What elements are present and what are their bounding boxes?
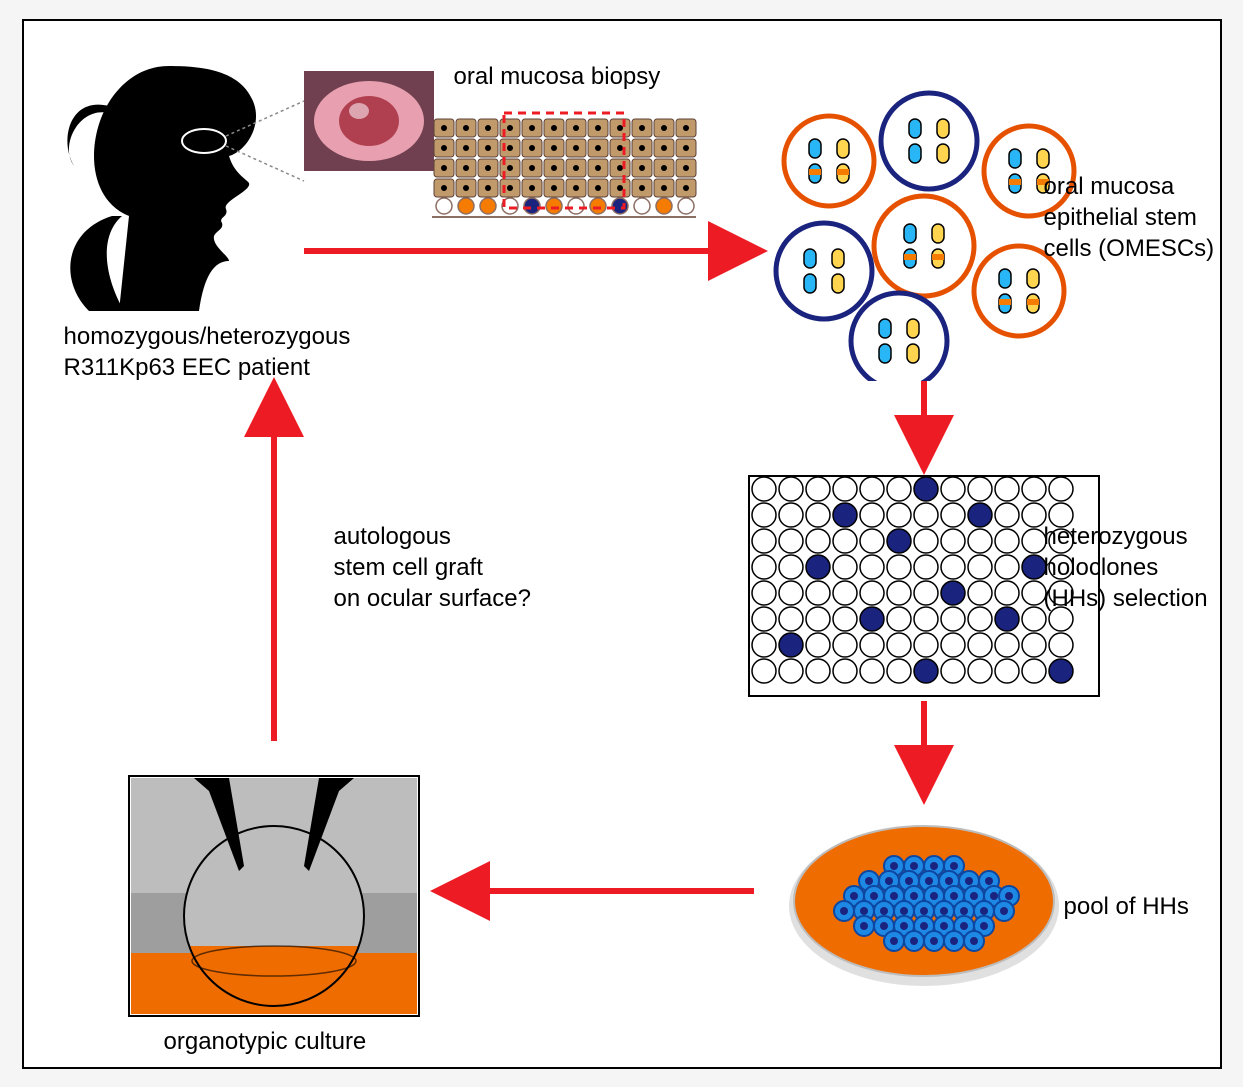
graft-label-l1: autologous [334,523,451,550]
omesc-label: oral mucosa epithelial stem cells (OMESC… [1044,171,1215,265]
biopsy-icon [424,101,704,231]
omesc-label-l2: epithelial stem [1044,204,1197,231]
patient-label-l1: homozygous/heterozygous [64,323,351,350]
hh-label-l3: (HHs) selection [1044,585,1208,612]
patient-silhouette [54,51,314,331]
pool-label: pool of HHs [1064,891,1189,922]
omesc-label-l3: cells (OMESCs) [1044,235,1215,262]
hh-label-l1: heterozygous [1044,523,1188,550]
biopsy-label: oral mucosa biopsy [454,61,661,92]
hh-label-l2: holoclones [1044,554,1159,581]
graft-label-l2: stem cell graft [334,554,483,581]
organotypic-label: organotypic culture [164,1026,367,1057]
patient-label: homozygous/heterozygous R311Kp63 EEC pat… [64,321,351,383]
patient-label-l2: R311Kp63 EEC patient [64,354,310,381]
pool-dish-icon [784,811,1064,991]
biopsy-label-text: oral mucosa biopsy [454,63,661,90]
omesc-label-l1: oral mucosa [1044,173,1175,200]
pool-label-text: pool of HHs [1064,893,1189,920]
omesc-cluster-icon [764,81,1084,381]
eye-photo-icon [304,71,434,171]
organotypic-icon [124,771,424,1021]
graft-label: autologous stem cell graft on ocular sur… [334,521,531,615]
diagram-frame: homozygous/heterozygous R311Kp63 EEC pat… [22,19,1222,1069]
organotypic-label-text: organotypic culture [164,1028,367,1055]
hh-label: heterozygous holoclones (HHs) selection [1044,521,1208,615]
graft-label-l3: on ocular surface? [334,585,531,612]
